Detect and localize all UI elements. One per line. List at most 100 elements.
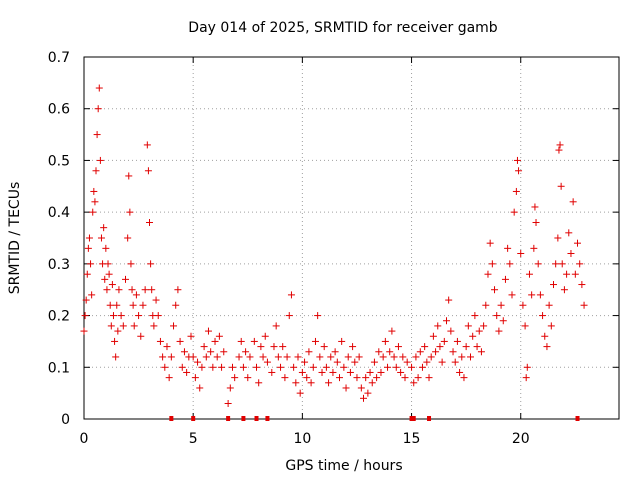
- data-point: [239, 363, 247, 371]
- data-point: [191, 374, 199, 382]
- x-axis-label: GPS time / hours: [285, 458, 402, 474]
- data-point: [425, 374, 433, 382]
- data-point: [377, 368, 385, 376]
- data-point: [381, 337, 389, 345]
- data-point: [447, 327, 455, 335]
- data-point: [176, 337, 184, 345]
- data-point: [506, 260, 514, 268]
- data-point: [129, 301, 137, 309]
- data-point: [491, 286, 499, 294]
- data-point: [294, 353, 302, 361]
- data-point: [580, 301, 588, 309]
- data-point: [517, 250, 525, 258]
- data-point: [95, 84, 103, 92]
- data-point: [320, 343, 328, 351]
- data-point: [277, 363, 285, 371]
- data-point: [226, 384, 234, 392]
- data-point: [464, 322, 472, 330]
- data-point: [88, 291, 96, 299]
- data-point: [218, 363, 226, 371]
- data-point: [93, 131, 101, 139]
- data-point: [211, 337, 219, 345]
- data-point: [421, 343, 429, 351]
- data-point: [114, 327, 122, 335]
- x-tick-label: 15: [403, 431, 421, 447]
- data-point: [82, 296, 90, 304]
- data-point: [436, 343, 444, 351]
- data-point: [325, 379, 333, 387]
- data-point: [571, 270, 579, 278]
- data-point: [121, 275, 129, 283]
- data-point: [113, 301, 121, 309]
- data-point: [132, 291, 140, 299]
- data-point: [484, 270, 492, 278]
- data-point: [423, 358, 431, 366]
- data-point: [541, 332, 549, 340]
- data-point: [112, 353, 120, 361]
- data-point: [165, 374, 173, 382]
- data-point: [412, 353, 420, 361]
- data-point: [94, 105, 102, 113]
- data-point: [543, 343, 551, 351]
- data-point: [390, 353, 398, 361]
- data-point: [482, 301, 490, 309]
- data-point: [235, 353, 243, 361]
- data-point: [106, 301, 114, 309]
- data-point: [108, 281, 116, 289]
- data-point: [418, 363, 426, 371]
- data-point: [154, 312, 162, 320]
- data-point: [349, 343, 357, 351]
- data-point: [268, 368, 276, 376]
- data-point: [161, 363, 169, 371]
- y-tick-label: 0: [61, 412, 70, 428]
- data-point: [228, 363, 236, 371]
- data-point: [427, 353, 435, 361]
- data-point: [469, 332, 477, 340]
- data-point: [130, 322, 138, 330]
- data-point: [141, 286, 149, 294]
- data-point: [471, 312, 479, 320]
- data-point: [346, 368, 354, 376]
- data-point: [338, 337, 346, 345]
- data-point: [556, 141, 564, 149]
- data-point: [257, 343, 265, 351]
- data-point: [96, 156, 104, 164]
- data-point: [80, 327, 88, 335]
- data-point: [105, 270, 113, 278]
- data-point: [127, 260, 135, 268]
- data-point: [401, 374, 409, 382]
- data-point: [486, 239, 494, 247]
- data-point: [259, 353, 267, 361]
- data-point: [305, 348, 313, 356]
- data-point: [246, 353, 254, 361]
- data-point: [408, 363, 416, 371]
- data-point: [480, 322, 488, 330]
- data-point: [510, 208, 518, 216]
- data-point: [379, 353, 387, 361]
- data-point: [353, 374, 361, 382]
- data-point: [180, 348, 188, 356]
- y-tick-label: 0.1: [48, 360, 70, 376]
- data-point: [198, 363, 206, 371]
- data-point: [329, 368, 337, 376]
- data-point: [554, 234, 562, 242]
- data-point: [194, 358, 202, 366]
- data-point: [499, 317, 507, 325]
- series-srmtid: [80, 84, 588, 407]
- data-point: [368, 379, 376, 387]
- floor-data-point: [226, 416, 231, 421]
- floor-data-point: [265, 416, 270, 421]
- data-point: [309, 363, 317, 371]
- data-point: [525, 270, 533, 278]
- data-point: [558, 260, 566, 268]
- data-point: [333, 358, 341, 366]
- data-point: [283, 353, 291, 361]
- data-point: [555, 146, 563, 154]
- data-point: [327, 353, 335, 361]
- data-point: [292, 379, 300, 387]
- x-tick-label: 20: [512, 431, 530, 447]
- data-point: [434, 322, 442, 330]
- data-point: [360, 394, 368, 402]
- data-point: [394, 343, 402, 351]
- data-point: [351, 358, 359, 366]
